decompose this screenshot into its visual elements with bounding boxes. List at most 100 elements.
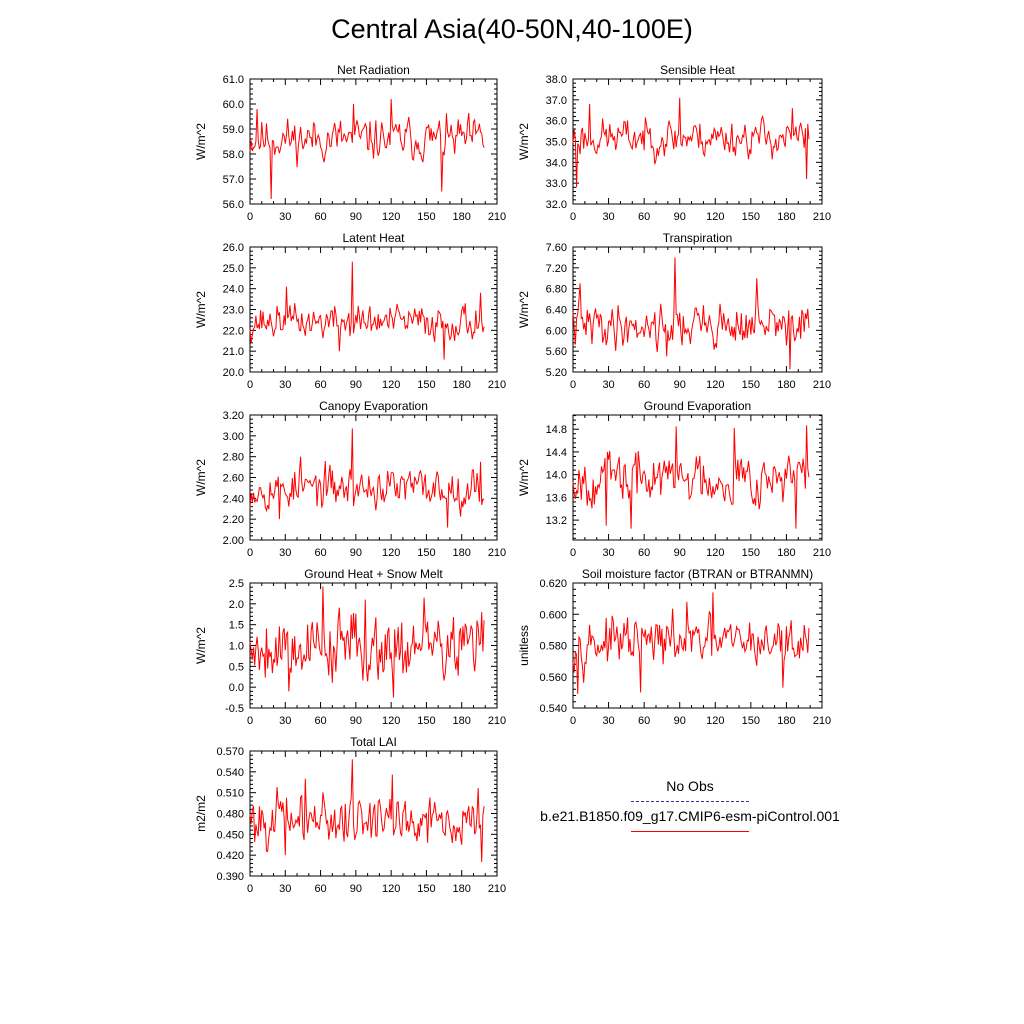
panel-net-radiation: Net Radiation W/m^2 0 30 60 90 120 150 180 210 56.…: [194, 63, 506, 223]
y-axis-label: W/m^2: [517, 123, 531, 160]
x-tick-label: 150: [417, 379, 435, 391]
y-tick-label: 2.00: [223, 535, 244, 547]
y-tick-label: 0.420: [216, 850, 244, 862]
x-tick-label: 90: [350, 715, 362, 727]
x-tick-label: 210: [488, 379, 506, 391]
panel-title: Canopy Evaporation: [319, 399, 428, 413]
x-tick-label: 210: [813, 211, 831, 223]
x-tick-label: 210: [488, 547, 506, 559]
x-tick-label: 60: [314, 547, 326, 559]
x-tick-label: 0: [247, 715, 253, 727]
x-tick-label: 30: [602, 379, 614, 391]
y-tick-label: 13.6: [546, 492, 567, 504]
y-tick-label: 5.20: [546, 367, 567, 379]
panel-title: Sensible Heat: [660, 63, 735, 77]
x-tick-label: 210: [813, 379, 831, 391]
x-tick-label: 90: [350, 547, 362, 559]
x-tick-label: 90: [350, 379, 362, 391]
y-axis-label: W/m^2: [194, 459, 208, 496]
plot-frame: [249, 414, 498, 541]
series-line: [572, 257, 810, 370]
x-tick-label: 30: [279, 211, 291, 223]
y-axis-label: unitless: [517, 625, 531, 666]
x-tick-label: 150: [417, 211, 435, 223]
x-tick-label: 60: [638, 379, 650, 391]
legend-line-model: [631, 831, 749, 832]
y-tick-label: 58.0: [223, 149, 244, 161]
y-tick-label: 13.2: [546, 515, 567, 527]
y-tick-label: 2.20: [223, 514, 244, 526]
y-axis-label: W/m^2: [194, 627, 208, 664]
y-tick-label: 0.580: [539, 641, 567, 653]
x-tick-label: 0: [247, 379, 253, 391]
plot-frame: [249, 78, 498, 205]
x-tick-label: 60: [314, 211, 326, 223]
legend-line-no-obs: [631, 801, 749, 802]
y-tick-label: 1.0: [229, 641, 244, 653]
panel-title: Latent Heat: [342, 231, 405, 245]
x-tick-label: 0: [570, 547, 576, 559]
series-line: [249, 759, 485, 863]
y-tick-label: 1.5: [229, 620, 244, 632]
y-tick-label: 2.60: [223, 473, 244, 485]
x-tick-label: 210: [488, 883, 506, 895]
x-tick-label: 90: [350, 211, 362, 223]
x-tick-label: 180: [453, 883, 471, 895]
x-tick-label: 0: [247, 547, 253, 559]
legend-label-model: b.e21.B1850.f09_g17.CMIP6-esm-piControl.…: [540, 808, 840, 824]
y-tick-label: 5.60: [546, 346, 567, 358]
y-tick-label: 0.560: [539, 672, 567, 684]
y-tick-label: 24.0: [223, 284, 244, 296]
x-tick-label: 210: [813, 547, 831, 559]
y-tick-label: 25.0: [223, 263, 244, 275]
series-line: [572, 425, 810, 529]
y-tick-label: 38.0: [546, 74, 567, 86]
y-tick-label: 2.40: [223, 493, 244, 505]
y-tick-label: 0.0: [229, 682, 244, 694]
panel-title: Ground Heat + Snow Melt: [304, 567, 443, 581]
y-tick-label: 61.0: [223, 74, 244, 86]
x-tick-label: 150: [417, 547, 435, 559]
y-tick-label: 2.80: [223, 452, 244, 464]
y-tick-label: 14.0: [546, 470, 567, 482]
x-tick-label: 120: [382, 715, 400, 727]
y-tick-label: 59.0: [223, 124, 244, 136]
x-tick-label: 180: [453, 715, 471, 727]
x-tick-label: 90: [674, 379, 686, 391]
series-line: [249, 586, 485, 698]
panel-title: Total LAI: [350, 735, 397, 749]
x-tick-label: 120: [706, 379, 724, 391]
y-axis-label: m2/m2: [194, 795, 208, 832]
x-tick-label: 180: [777, 211, 795, 223]
plot-frame: [572, 414, 823, 541]
y-tick-label: 7.60: [546, 242, 567, 254]
x-tick-label: 90: [674, 211, 686, 223]
panel-sensible-heat: Sensible Heat W/m^2 0 30 60 90 120 150 180 210 32.…: [517, 63, 831, 223]
x-tick-label: 180: [453, 211, 471, 223]
x-tick-label: 120: [706, 715, 724, 727]
y-tick-label: 26.0: [223, 242, 244, 254]
y-tick-label: 2.0: [229, 599, 244, 611]
y-axis-label: W/m^2: [194, 123, 208, 160]
y-tick-label: 20.0: [223, 367, 244, 379]
x-tick-label: 150: [742, 379, 760, 391]
y-tick-label: 0.5: [229, 661, 244, 673]
y-tick-label: 0.390: [216, 871, 244, 883]
y-axis-label: W/m^2: [194, 291, 208, 328]
x-tick-label: 30: [279, 547, 291, 559]
x-tick-label: 30: [602, 547, 614, 559]
x-tick-label: 0: [570, 379, 576, 391]
panel-title: Ground Evaporation: [644, 399, 751, 413]
x-tick-label: 120: [382, 547, 400, 559]
x-tick-label: 120: [706, 211, 724, 223]
page-title: Central Asia(40-50N,40-100E): [331, 14, 693, 44]
x-tick-label: 120: [706, 547, 724, 559]
panel-ground-evaporation: Ground Evaporation W/m^2 0 30 60 90 120 150 180 2…: [517, 399, 831, 559]
y-tick-label: 0.540: [539, 703, 567, 715]
y-tick-label: 3.20: [223, 410, 244, 422]
y-tick-label: 0.510: [216, 788, 244, 800]
y-tick-label: 0.620: [539, 578, 567, 590]
y-tick-label: 23.0: [223, 305, 244, 317]
x-tick-label: 30: [279, 883, 291, 895]
y-tick-label: 56.0: [223, 199, 244, 211]
